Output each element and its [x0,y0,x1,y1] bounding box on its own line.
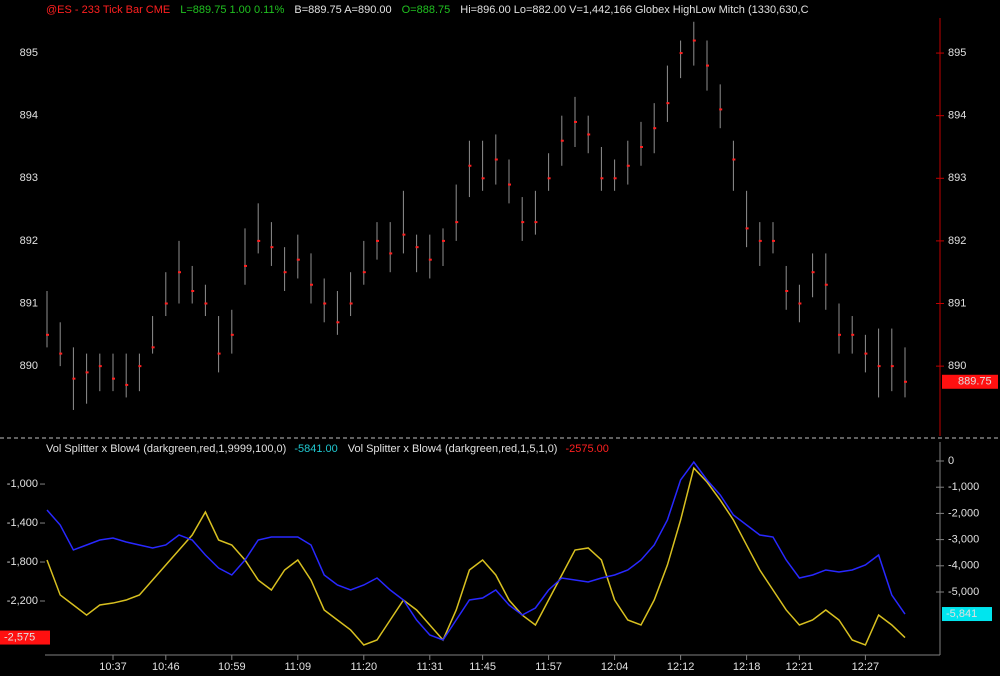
header-segment: @ES - 233 Tick Bar CME [46,4,170,16]
header-segment: L=889.75 1.00 0.11% [180,4,284,16]
x-tick-label: 12:04 [601,661,629,673]
last-value-label: -5,841 [946,608,977,620]
indicator-line [46,460,906,641]
indicator-header: Vol Splitter x Blow4 (darkgreen,red,1,99… [46,443,609,455]
y-tick-label: 894 [20,110,38,122]
y2-tick-label: -2,000 [948,507,979,519]
y-tick-label-right: 890 [948,360,966,372]
indicator-name: Vol Splitter x Blow4 (darkgreen,red,1,99… [46,443,286,455]
x-tick-label: 11:45 [469,661,496,673]
indicator-line [46,466,906,646]
y-tick-label-right: 895 [948,47,966,59]
y2-tick-label: -1,000 [948,481,979,493]
x-tick-label: 11:20 [350,661,377,673]
last-price-label: 889.75 [958,376,992,388]
header-segment: B=889.75 A=890.00 [294,4,391,16]
x-tick-label: 11:09 [284,661,311,673]
y-tick-label: -2,200 [7,595,38,607]
last-value-box [0,630,50,645]
y-tick-label: -1,400 [7,517,38,529]
x-tick-label: 12:21 [786,661,814,673]
y-tick-label: 890 [20,360,38,372]
y-tick-label-right: 894 [948,110,966,122]
y-tick-label-right: 893 [948,172,966,184]
x-tick-label: 11:31 [416,661,443,673]
indicator-value: -5841.00 [294,443,337,455]
last-value-label: -2,575 [4,631,35,643]
y-tick-label-right: 892 [948,235,966,247]
y-tick-label: 893 [20,172,38,184]
x-tick-label: 10:59 [218,661,246,673]
y-tick-label: 895 [20,47,38,59]
y2-tick-label: -3,000 [948,534,979,546]
price-header: @ES - 233 Tick Bar CME L=889.75 1.00 0.11… [46,4,809,16]
y-tick-label: 891 [20,297,38,309]
indicator-name: Vol Splitter x Blow4 (darkgreen,red,1,5,… [348,443,558,455]
header-segment: Hi=896.00 Lo=882.00 V=1,442,166 Globex H… [460,4,808,16]
x-tick-label: 10:46 [152,661,180,673]
last-price-box [942,374,998,389]
indicator-value: -2575.00 [565,443,608,455]
y-tick-label: -1,000 [7,478,38,490]
x-tick-label: 10:37 [99,661,127,673]
y2-tick-label: -5,000 [948,586,979,598]
y2-tick-label: 0 [948,455,954,467]
y-tick-label: 892 [20,235,38,247]
y2-tick-label: -4,000 [948,560,979,572]
y-tick-label: -1,800 [7,556,38,568]
x-tick-label: 12:12 [667,661,695,673]
header-segment: O=888.75 [402,4,451,16]
x-tick-label: 12:27 [852,661,880,673]
last-value-box [942,607,992,622]
x-tick-label: 11:57 [535,661,562,673]
y-tick-label-right: 891 [948,297,966,309]
x-tick-label: 12:18 [733,661,761,673]
